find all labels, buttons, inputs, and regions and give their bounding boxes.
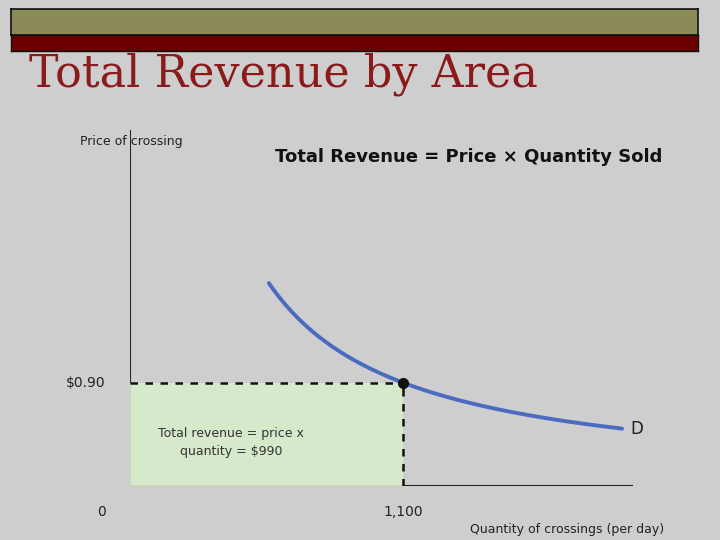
Text: Price of crossing: Price of crossing <box>80 136 182 148</box>
Text: Total Revenue by Area: Total Revenue by Area <box>29 53 538 96</box>
Bar <box>130 383 403 486</box>
Text: 1,100: 1,100 <box>383 505 423 519</box>
Text: 0: 0 <box>97 505 106 519</box>
Text: D: D <box>631 420 644 437</box>
Text: Quantity of crossings (per day): Quantity of crossings (per day) <box>470 523 665 536</box>
Text: Total Revenue = Price × Quantity Sold: Total Revenue = Price × Quantity Sold <box>275 148 662 166</box>
Text: Total revenue = price x
quantity = $990: Total revenue = price x quantity = $990 <box>158 427 304 458</box>
Text: $0.90: $0.90 <box>66 376 106 390</box>
